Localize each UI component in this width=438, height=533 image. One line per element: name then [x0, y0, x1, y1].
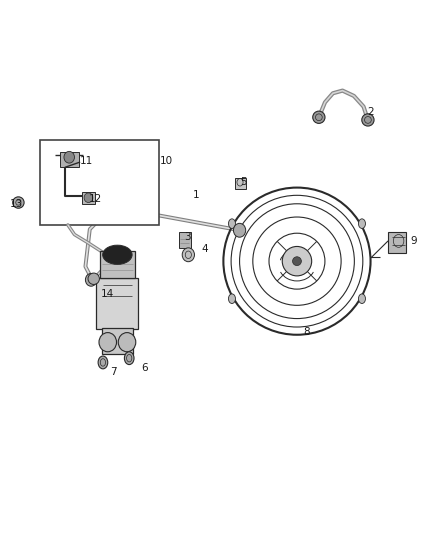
Bar	[102, 328, 133, 354]
Text: 13: 13	[10, 199, 23, 208]
Ellipse shape	[84, 193, 93, 203]
Ellipse shape	[85, 273, 97, 286]
Text: 4: 4	[201, 245, 208, 254]
Text: 9: 9	[410, 236, 417, 246]
Ellipse shape	[282, 246, 312, 276]
Text: 10: 10	[160, 156, 173, 166]
Ellipse shape	[118, 333, 136, 352]
Text: 6: 6	[141, 363, 148, 373]
Bar	[60, 152, 79, 167]
Bar	[235, 178, 246, 189]
Ellipse shape	[313, 111, 325, 124]
Bar	[179, 232, 191, 248]
Ellipse shape	[13, 197, 24, 208]
Text: 14: 14	[101, 289, 114, 299]
Ellipse shape	[124, 352, 134, 365]
Ellipse shape	[99, 333, 117, 352]
Text: 3: 3	[184, 232, 191, 241]
Ellipse shape	[98, 356, 108, 369]
Ellipse shape	[358, 219, 365, 229]
Ellipse shape	[229, 219, 236, 229]
Ellipse shape	[233, 223, 246, 237]
Ellipse shape	[229, 294, 236, 303]
Ellipse shape	[358, 294, 365, 303]
Text: 12: 12	[89, 194, 102, 204]
Text: 5: 5	[240, 177, 247, 187]
Text: 2: 2	[367, 107, 374, 117]
Ellipse shape	[102, 245, 132, 264]
Bar	[96, 278, 138, 329]
Text: 11: 11	[80, 156, 93, 166]
Ellipse shape	[88, 273, 99, 285]
Bar	[100, 251, 135, 278]
Bar	[388, 232, 406, 253]
Text: 8: 8	[303, 327, 310, 336]
Ellipse shape	[293, 257, 301, 265]
Bar	[82, 192, 95, 204]
Ellipse shape	[182, 248, 194, 262]
Text: 1: 1	[193, 190, 200, 199]
Text: 7: 7	[110, 367, 117, 377]
Ellipse shape	[362, 114, 374, 126]
Ellipse shape	[64, 151, 74, 163]
Bar	[40, 140, 159, 225]
